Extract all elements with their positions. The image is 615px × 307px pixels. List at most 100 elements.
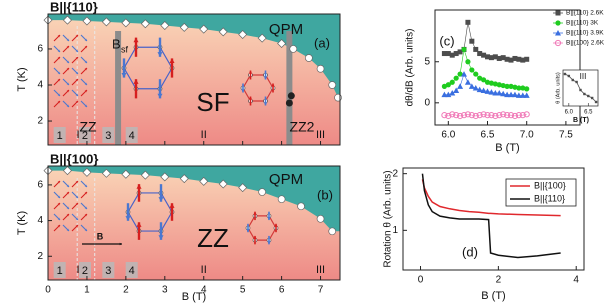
spin-arrow-head	[158, 197, 164, 202]
data-point	[496, 55, 502, 61]
legend-marker	[555, 30, 561, 36]
spin-arrow-head	[75, 71, 78, 74]
panel-label: (b)	[317, 187, 333, 202]
boundary-circle	[277, 195, 286, 204]
data-point	[492, 81, 498, 87]
data-point	[492, 112, 499, 120]
stage-box	[125, 262, 138, 278]
spin-arrow-head	[84, 68, 87, 71]
series-line	[421, 179, 561, 217]
data-point	[465, 19, 471, 25]
data-point	[511, 112, 519, 120]
boundary-circle	[334, 93, 342, 102]
inset-point	[587, 94, 590, 98]
spin-arrow-head	[75, 57, 78, 60]
region-label: II	[201, 129, 207, 141]
data-point	[468, 112, 475, 119]
y-tick-label: 2	[37, 116, 43, 127]
boundary-circle	[305, 54, 313, 62]
data-point	[520, 85, 526, 91]
spin-arrow-head	[241, 89, 245, 93]
data-point	[484, 88, 491, 94]
y-axis-label: Rotation θ (Arb. units)	[383, 170, 394, 267]
phase-label: ZZ	[79, 119, 97, 135]
stage-box	[125, 127, 138, 143]
phase-label: SF	[196, 87, 229, 117]
inset-point	[575, 80, 578, 84]
spin-arrow-head	[66, 90, 69, 93]
data-point	[523, 111, 530, 118]
boundary-diamond	[82, 16, 92, 26]
x-tick-label: 5	[240, 285, 246, 296]
series-line	[421, 173, 561, 259]
spin-arrow-head	[75, 79, 78, 82]
boundary-circle	[289, 45, 298, 53]
boundary-diamond	[160, 172, 170, 182]
data-point	[520, 57, 526, 63]
boundary-diamond	[140, 19, 150, 29]
data-point	[519, 112, 526, 119]
data-point	[468, 83, 475, 89]
spin-arrow-head	[158, 235, 164, 240]
boundary-diamond	[121, 18, 131, 28]
y-tick-label: 5	[424, 56, 430, 67]
spin-arrow-head	[253, 235, 257, 240]
boundary-diamond	[140, 170, 150, 180]
data-point	[516, 56, 522, 62]
data-point	[511, 91, 518, 98]
x-tick-label: 3	[162, 285, 168, 296]
data-point	[472, 85, 479, 91]
spin-arrow-head	[57, 101, 60, 104]
legend-label: B||{110} 2.6K	[566, 10, 604, 17]
plot-frame	[434, 9, 581, 126]
plot-frame	[402, 167, 585, 271]
boundary-diamond	[199, 24, 209, 34]
inset-title: III	[580, 72, 587, 81]
data-point	[488, 55, 494, 61]
spin-arrow-head	[57, 217, 60, 220]
data-point	[484, 112, 491, 119]
legend-label: B||{110} 3.9K	[566, 30, 604, 37]
inset-point	[579, 88, 582, 92]
stage-label: 3	[105, 265, 111, 277]
inset-point	[567, 74, 571, 78]
stage-label: 1	[57, 130, 63, 142]
spin-arrow-head	[133, 79, 139, 84]
stage-label: 3	[105, 130, 111, 142]
inset-y-label: θ (Arb. units)	[555, 72, 561, 104]
transition-point	[287, 92, 295, 100]
data-point	[492, 54, 498, 60]
inset-point	[583, 92, 586, 96]
data-point	[512, 84, 518, 90]
data-point	[441, 112, 448, 119]
spin-arrow-head	[84, 214, 87, 217]
y-axis-label: dθ/dB (Arb. units)	[405, 29, 416, 107]
y-axis-label: T (K)	[16, 67, 28, 91]
boundary-diamond	[218, 27, 228, 37]
data-point	[512, 55, 518, 61]
x-tick-label: 4	[201, 285, 207, 296]
stage-box	[102, 262, 115, 278]
boundary-circle	[328, 227, 337, 236]
region-label: III	[316, 129, 325, 141]
data-point	[500, 55, 506, 61]
boundary-diamond	[179, 22, 189, 32]
data-point	[449, 111, 456, 118]
spin-arrow-head	[263, 102, 268, 106]
x-tick-label: 0	[45, 285, 51, 296]
data-point	[485, 54, 491, 60]
boundary-diamond	[82, 167, 92, 177]
data-point	[480, 111, 487, 118]
spin-arrow-head	[169, 58, 175, 64]
x-tick-label: 2	[123, 285, 129, 296]
data-point	[524, 56, 530, 62]
data-point	[441, 51, 447, 57]
data-point	[449, 52, 455, 58]
spin-arrow-head	[248, 96, 253, 100]
spin-arrow-head	[267, 241, 271, 245]
data-point	[473, 46, 479, 52]
legend-label: B||{100}	[534, 180, 566, 190]
panel-label: (c)	[439, 33, 454, 48]
panel-title: B||{100}	[50, 151, 98, 166]
